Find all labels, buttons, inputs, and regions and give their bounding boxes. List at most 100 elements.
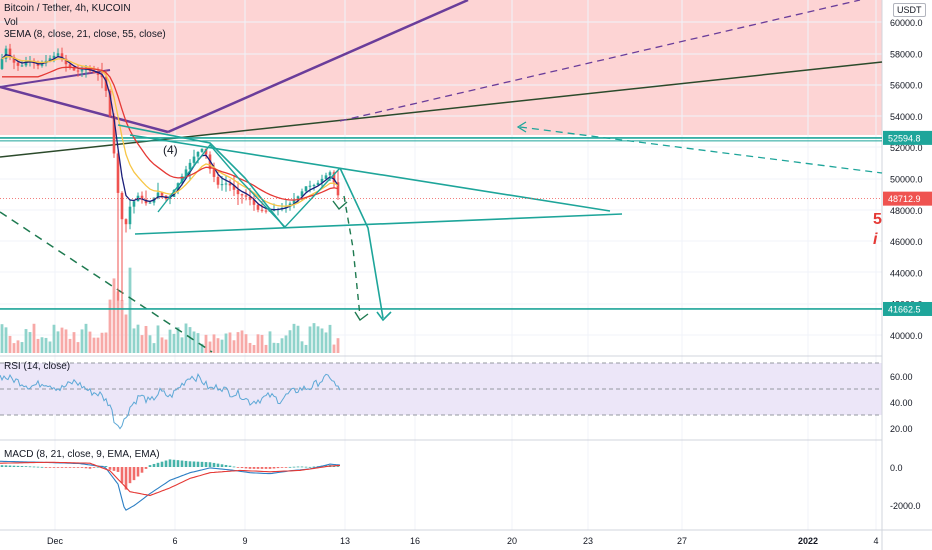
volume-bar (96, 337, 100, 353)
macd-histogram-bar (192, 461, 196, 467)
candle-body (124, 219, 128, 225)
candle-body (248, 196, 252, 200)
macd-histogram-bar (200, 461, 204, 467)
macd-histogram-bar (268, 467, 272, 469)
volume-bar (256, 334, 260, 353)
candle-body (184, 169, 188, 177)
time-tick-label: Dec (47, 536, 64, 546)
candle-body (132, 201, 136, 207)
candle-body (232, 185, 236, 190)
volume-bar (92, 337, 96, 353)
candle-body (220, 184, 224, 186)
candle-body (56, 53, 60, 56)
price-tick-label: 46000.0 (890, 237, 923, 247)
volume-bar (124, 314, 128, 353)
candle-body (116, 153, 120, 193)
purple-up-line (167, 0, 469, 134)
macd-histogram-bar (56, 467, 60, 468)
macd-histogram-bar (204, 462, 208, 467)
macd-tick-label: 0.0 (890, 463, 903, 473)
pattern-drawings[interactable] (0, 124, 882, 322)
volume-bar (180, 337, 184, 353)
macd-histogram-bar (28, 466, 32, 468)
macd-histogram-bar (264, 467, 268, 469)
volume-bar (140, 335, 144, 353)
macd-histogram-bar (72, 467, 76, 468)
purple-top-line (0, 69, 111, 88)
candle-body (240, 194, 244, 196)
candle-body (304, 186, 308, 192)
candle-body (156, 192, 160, 198)
macd-histogram-bar (216, 463, 220, 467)
dashed-projection-arrow (354, 311, 369, 322)
volume-bar (72, 332, 76, 353)
teal-dashed-line (519, 126, 883, 174)
macd-histogram-bar (116, 467, 120, 472)
candle-body (4, 48, 8, 59)
candle-body (196, 151, 200, 157)
macd-histogram-bar (80, 467, 84, 468)
macd-histogram-bar (84, 467, 88, 469)
volume-bar (316, 326, 320, 353)
candle-body (212, 169, 216, 177)
macd-histogram-bar (220, 464, 224, 467)
candle-body (8, 48, 12, 57)
macd-legend[interactable]: MACD (8, 21, close, 9, EMA, EMA) (4, 449, 160, 460)
macd-histogram-bar (68, 467, 72, 468)
volume-bar (320, 328, 324, 353)
volume-bar (284, 335, 288, 353)
candle-body (316, 182, 320, 186)
volume-bar (8, 335, 12, 353)
volume-bar (196, 333, 200, 353)
macd-histogram-bar (156, 462, 160, 467)
price-tick-label: 60000.0 (890, 18, 923, 28)
macd-histogram-bar (256, 467, 260, 469)
macd-histogram-bar (308, 466, 312, 468)
volume-bars (0, 267, 340, 353)
volume-bar (120, 299, 124, 353)
candle-body (200, 148, 204, 152)
teal-arrow-head (516, 121, 527, 133)
currency-button[interactable]: USDT (893, 3, 926, 17)
macd-histogram-bar (212, 462, 216, 467)
volume-bar (292, 323, 296, 353)
macd-histogram-bar (244, 467, 248, 469)
price-tick-label: 50000.0 (890, 175, 923, 185)
volume-bar (20, 342, 24, 353)
candle-body (188, 162, 192, 170)
candle-body (300, 191, 304, 197)
macd-histogram-bar (32, 466, 36, 468)
macd-histogram-bar (300, 466, 304, 468)
volume-legend[interactable]: Vol (4, 17, 18, 28)
volume-bar (108, 299, 112, 353)
volume-bar (104, 332, 108, 353)
macd-histogram-bar (136, 467, 140, 477)
macd-tick-label: -2000.0 (890, 501, 921, 511)
volume-bar (88, 331, 92, 353)
macd-histogram-bar (272, 467, 276, 469)
symbol-title[interactable]: Bitcoin / Tether, 4h, KUCOIN (4, 3, 131, 14)
rsi-legend[interactable]: RSI (14, close) (4, 361, 71, 372)
cut-off-text-2: i (873, 231, 878, 248)
macd-histogram-bar (52, 467, 56, 468)
macd-pane (0, 459, 341, 511)
candle-body (72, 67, 76, 71)
macd-histogram-bar (36, 466, 40, 468)
macd-histogram-bar (208, 462, 212, 467)
macd-histogram-bar (232, 466, 236, 468)
candle-body (60, 53, 64, 59)
wave-zigzag (157, 143, 341, 229)
trend-drawings[interactable] (0, 0, 883, 353)
last-price-tag: 48712.9 (888, 194, 921, 204)
ema-legend[interactable]: 3EMA (8, close, 21, close, 55, close) (4, 29, 166, 40)
candle-body (236, 189, 240, 195)
projection-path (339, 167, 384, 319)
macd-histogram-bar (8, 465, 12, 467)
macd-histogram-bar (12, 465, 16, 467)
macd-histogram-bar (260, 467, 264, 469)
volume-bar (308, 326, 312, 353)
candle-body (76, 70, 80, 72)
macd-histogram-bar (104, 466, 108, 467)
candle-body (336, 182, 340, 196)
